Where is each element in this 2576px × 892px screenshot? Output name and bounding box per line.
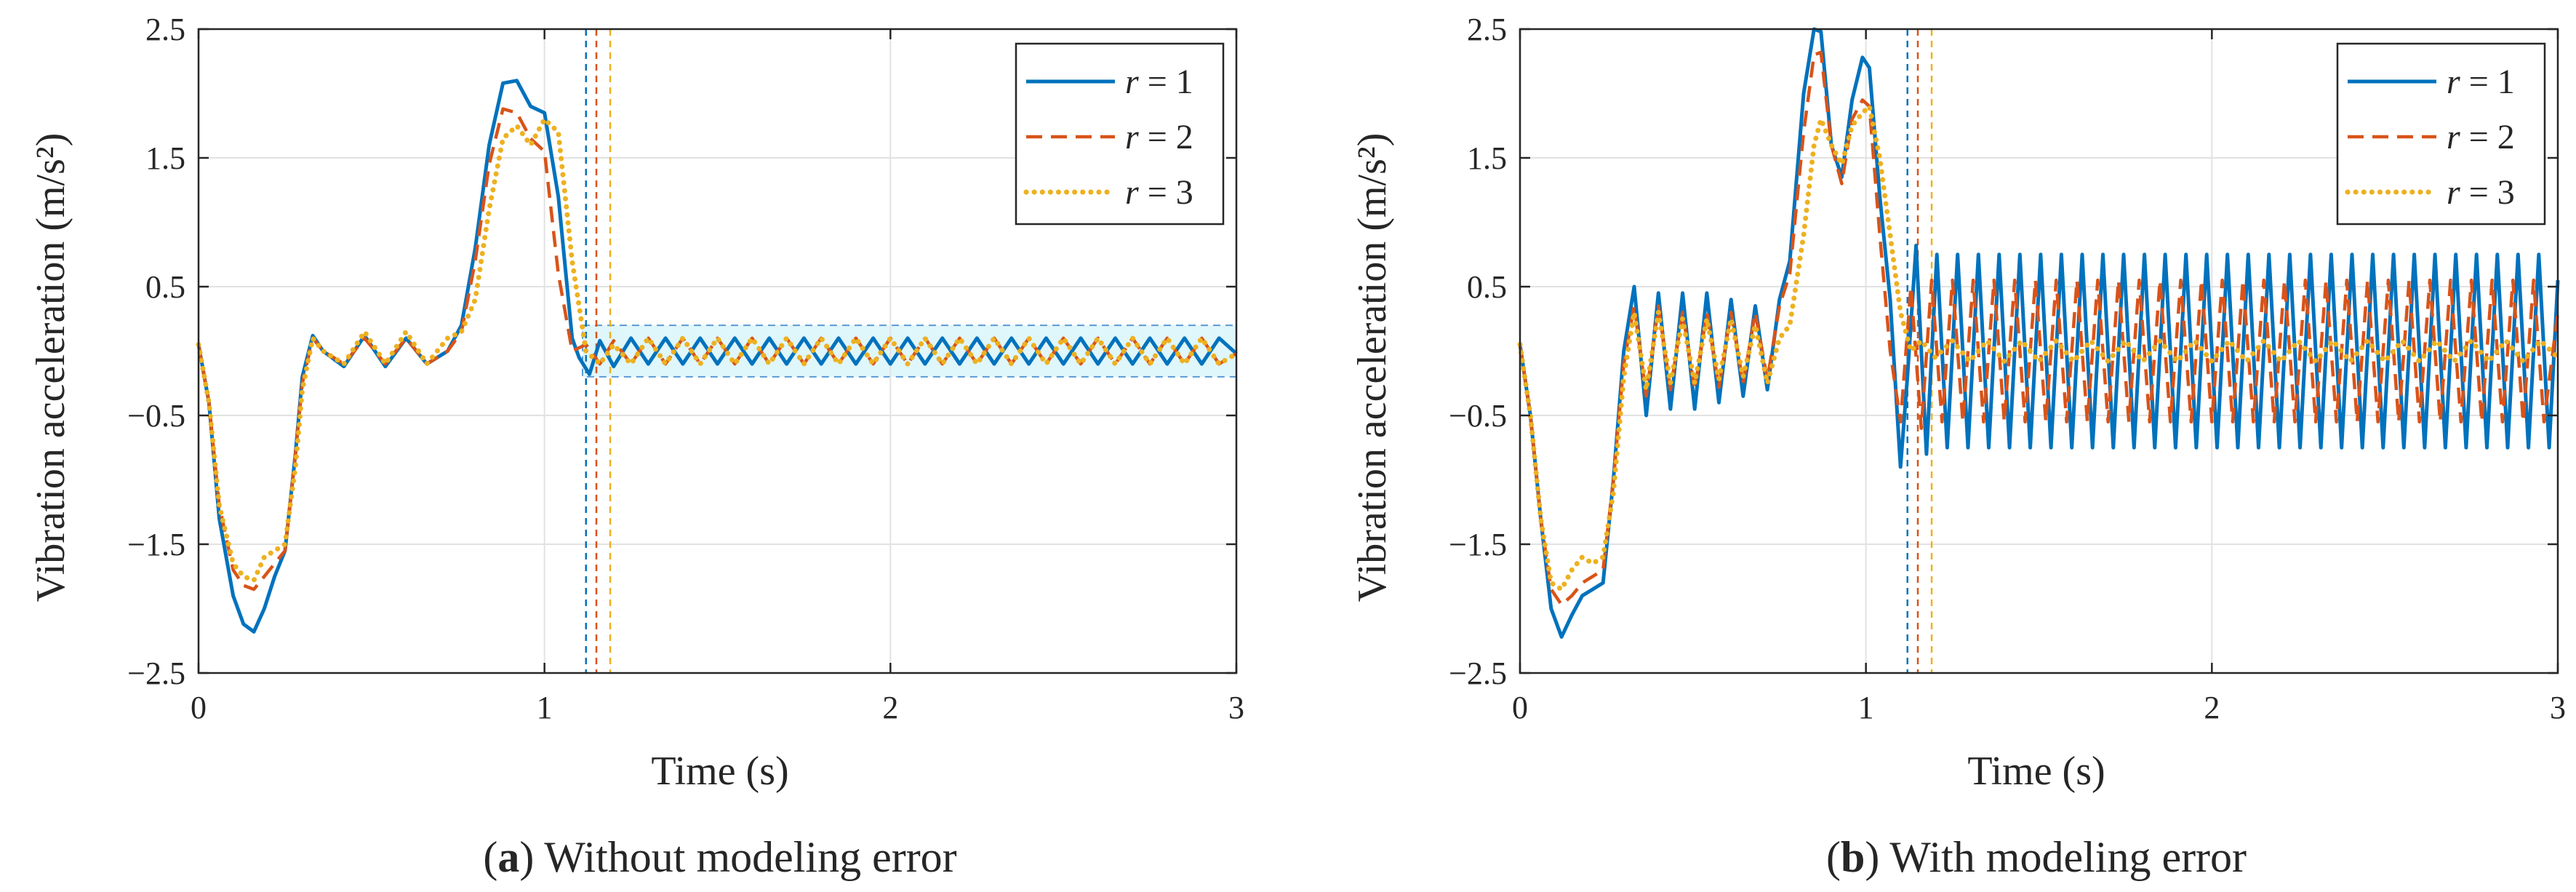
legend-label-r1: r = 1 xyxy=(1125,63,1193,101)
y-tick-label: 0.5 xyxy=(1467,269,1507,305)
y-tick-label: −0.5 xyxy=(1449,398,1507,434)
x-tick-label: 1 xyxy=(537,690,553,725)
x-tick-label: 2 xyxy=(2204,690,2220,725)
settling-band xyxy=(581,324,1237,378)
y-axis-label: Vibration acceleration (m/s²) xyxy=(1350,133,1395,602)
y-tick-label: −0.5 xyxy=(127,398,185,434)
y-tick-label: 0.5 xyxy=(145,269,185,305)
panel-caption: (a) Without modeling error xyxy=(483,833,956,881)
legend-label-r2: r = 2 xyxy=(1125,118,1193,156)
x-tick-label: 2 xyxy=(882,690,898,725)
x-axis-label: Time (s) xyxy=(1967,749,2105,794)
y-tick-label: 1.5 xyxy=(1467,140,1507,176)
legend-label-r1: r = 1 xyxy=(2447,63,2515,101)
legend: r = 1 r = 2 r = 3 xyxy=(2336,42,2546,226)
y-axis-label: Vibration acceleration (m/s²) xyxy=(28,133,73,602)
y-tick-label: −1.5 xyxy=(127,527,185,562)
axes-box xyxy=(197,28,1238,674)
x-tick-label: 0 xyxy=(191,690,207,725)
x-tick-label: 1 xyxy=(1858,690,1874,725)
x-tick-label: 3 xyxy=(2550,690,2566,725)
caption-letter: b xyxy=(1841,833,1865,881)
x-axis-label: Time (s) xyxy=(651,749,788,794)
chart-panel-b: 0 1 2 3 2.5 1.5 0.5 −0.5 −1.5 −2.5 Time (s) Vibra… xyxy=(1350,12,2566,881)
y-tick-label: 2.5 xyxy=(145,12,185,47)
caption-letter: a xyxy=(497,833,519,881)
y-tick-label: −2.5 xyxy=(1449,656,1507,691)
legend-label-r3: r = 3 xyxy=(2447,173,2515,212)
caption-text: Without modeling error xyxy=(534,833,956,881)
legend-label-r3: r = 3 xyxy=(1125,173,1193,212)
x-tick-label: 0 xyxy=(1512,690,1528,725)
y-tick-label: 1.5 xyxy=(145,140,185,176)
x-tick-label: 3 xyxy=(1228,690,1244,725)
legend-label-r2: r = 2 xyxy=(2447,118,2515,156)
legend: r = 1 r = 2 r = 3 xyxy=(1015,42,1225,226)
y-tick-label: 2.5 xyxy=(1467,12,1507,47)
axes-box xyxy=(1519,28,2559,674)
panel-caption: (b) With modeling error xyxy=(1826,833,2247,881)
y-tick-label: −1.5 xyxy=(1449,527,1507,562)
y-tick-label: −2.5 xyxy=(127,656,185,691)
series-line-r3 xyxy=(196,116,1239,584)
caption-text: With modeling error xyxy=(1879,833,2247,881)
series-line-r2 xyxy=(1518,50,2560,607)
chart-panel-a: 0 1 2 3 2.5 1.5 0.5 −0.5 −1.5 −2.5 Time (s) Vibra… xyxy=(28,12,1244,881)
